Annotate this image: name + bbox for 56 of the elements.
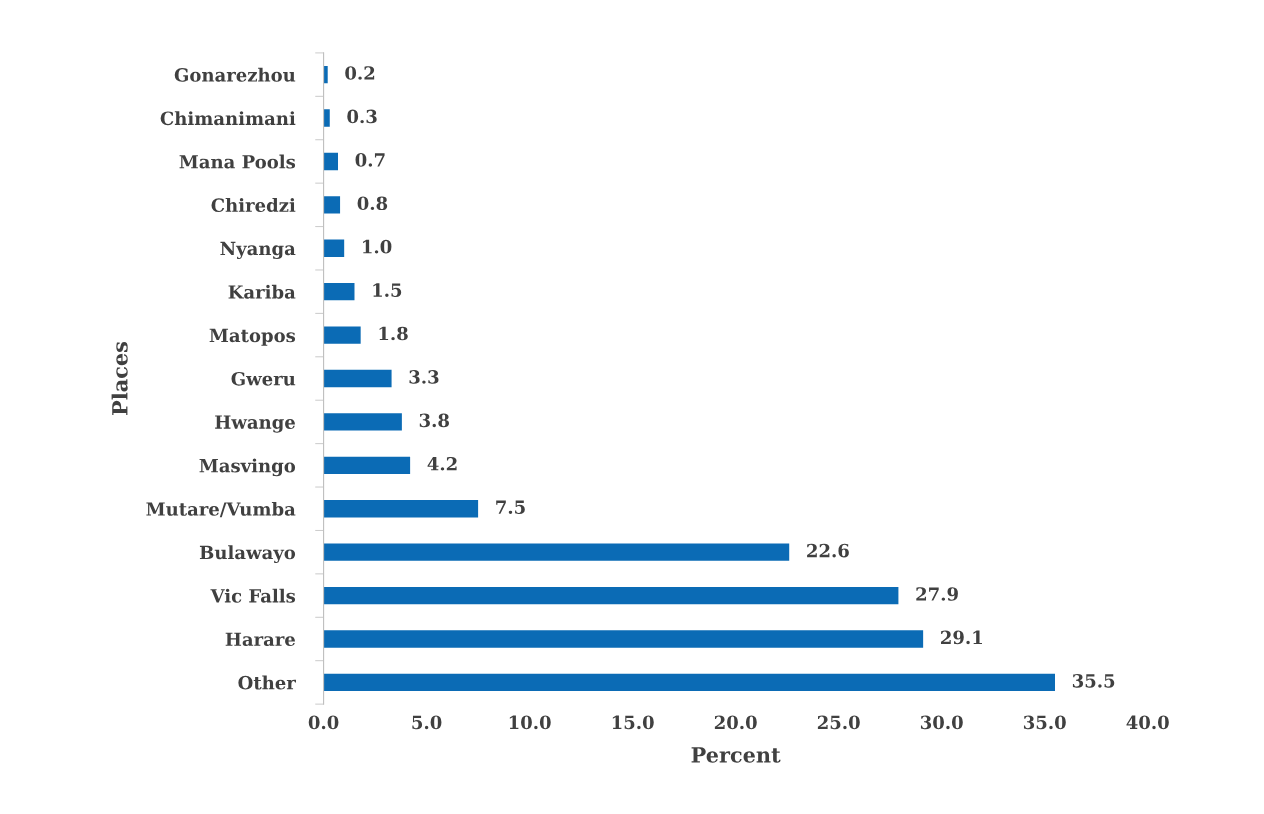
bar bbox=[323, 413, 402, 431]
y-tick-label: Chiredzi bbox=[211, 198, 296, 212]
x-tick-label: 40.0 bbox=[1126, 715, 1169, 730]
data-label: 0.3 bbox=[347, 109, 377, 124]
data-label: 7.5 bbox=[496, 500, 525, 514]
x-tick-label: 30.0 bbox=[920, 715, 963, 730]
x-tick-label: 10.0 bbox=[509, 715, 551, 730]
y-tick-label: Gonarezhou bbox=[174, 67, 296, 82]
bar bbox=[323, 326, 361, 344]
bar bbox=[323, 65, 328, 84]
data-label: 0.8 bbox=[357, 196, 388, 211]
y-tick-label: Vic Falls bbox=[210, 588, 296, 603]
y-tick-label: Nyanga bbox=[220, 241, 296, 260]
y-tick-label: Matopos bbox=[209, 328, 296, 346]
x-tick-label: 0.0 bbox=[308, 715, 339, 730]
data-label: 29.1 bbox=[941, 630, 982, 645]
data-label: 0.2 bbox=[345, 66, 375, 80]
data-label: 4.2 bbox=[427, 456, 457, 471]
bar bbox=[323, 239, 345, 257]
data-label: 3.3 bbox=[409, 370, 439, 384]
bar bbox=[323, 369, 392, 388]
y-tick-label: Mutare/Vumba bbox=[146, 501, 296, 518]
y-tick-label: Other bbox=[238, 675, 296, 690]
data-label: 1.0 bbox=[363, 239, 392, 254]
bar bbox=[323, 673, 1055, 692]
data-label: 3.8 bbox=[419, 413, 449, 428]
bar bbox=[323, 196, 341, 214]
bar bbox=[323, 152, 339, 171]
data-label: 1.5 bbox=[373, 283, 402, 297]
bar bbox=[323, 586, 899, 605]
data-label: 27.9 bbox=[916, 587, 958, 601]
bar bbox=[323, 500, 479, 518]
y-axis-title: Places bbox=[111, 341, 128, 415]
bar bbox=[323, 456, 411, 475]
x-axis-title: Percent bbox=[691, 747, 781, 763]
x-tick-label: 15.0 bbox=[612, 715, 654, 730]
bar bbox=[323, 543, 790, 561]
y-tick-label: Bulawayo bbox=[199, 545, 296, 564]
y-tick-label: Harare bbox=[225, 632, 295, 647]
x-tick-label: 35.0 bbox=[1023, 715, 1066, 730]
y-tick-label: Masvingo bbox=[199, 458, 296, 477]
x-tick-label: 20.0 bbox=[714, 715, 757, 730]
data-label: 1.8 bbox=[379, 326, 408, 341]
x-tick-label: 5.0 bbox=[412, 715, 442, 730]
data-label: 22.6 bbox=[807, 543, 849, 558]
data-label: 0.7 bbox=[355, 153, 385, 167]
y-tick-label: Kariba bbox=[228, 284, 296, 299]
bar bbox=[323, 630, 924, 648]
y-tick-label: Gweru bbox=[231, 371, 296, 386]
bar bbox=[323, 109, 330, 127]
data-label: 35.5 bbox=[1072, 673, 1115, 688]
x-tick-label: 25.0 bbox=[817, 715, 860, 730]
y-tick-label: Mana Pools bbox=[179, 154, 296, 169]
bar bbox=[323, 283, 355, 301]
y-tick-label: Hwange bbox=[215, 415, 295, 433]
y-tick-label: Chimanimani bbox=[160, 111, 296, 126]
